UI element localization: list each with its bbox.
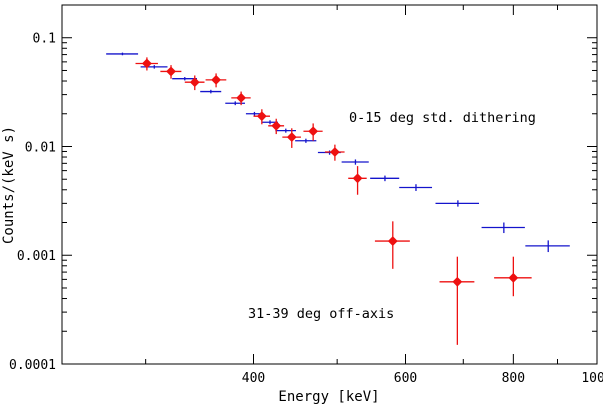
plot-frame [61, 4, 598, 365]
axis-ticks [62, 4, 598, 365]
data-point [439, 256, 475, 345]
y-axis-title: Counts/(keV s) [1, 126, 17, 244]
data-marker [286, 132, 297, 143]
x-tick-label: 600 [394, 371, 417, 386]
data-point [348, 166, 367, 195]
data-marker [141, 58, 152, 69]
y-tick-label: 0.1 [33, 32, 56, 47]
data-point [324, 144, 345, 161]
series-1 [135, 57, 532, 345]
data-point [525, 240, 570, 253]
data-point [225, 101, 245, 106]
data-point [268, 118, 285, 135]
data-point [200, 89, 222, 94]
y-tick-label: 0.01 [25, 140, 56, 155]
annotation-std-dithering: 0-15 deg std. dithering [349, 110, 536, 126]
data-point [481, 222, 525, 234]
data-marker [352, 173, 363, 184]
data-marker [452, 276, 463, 287]
x-axis-title: Energy [keV] [278, 389, 379, 405]
data-marker [189, 77, 200, 88]
data-point [184, 75, 205, 91]
y-tick-label: 0.0001 [9, 358, 56, 373]
data-point [231, 91, 251, 106]
data-point [303, 123, 323, 141]
data-point [282, 128, 301, 148]
data-marker [236, 92, 247, 103]
annotation-off-axis: 31-39 deg off-axis [248, 306, 394, 322]
data-marker [508, 272, 519, 283]
data-point [205, 73, 227, 88]
x-tick-label: 800 [502, 371, 525, 386]
data-marker [166, 66, 176, 77]
data-point [135, 57, 158, 71]
data-point [275, 128, 296, 133]
data-point [172, 77, 197, 81]
data-point [435, 200, 480, 207]
data-point [374, 221, 410, 269]
data-marker [256, 111, 267, 122]
data-series [106, 52, 570, 345]
data-marker [308, 126, 319, 137]
data-point [140, 65, 168, 69]
x-tick-label: 400 [242, 371, 265, 386]
data-point [494, 256, 532, 297]
data-point [253, 109, 271, 125]
data-point [106, 52, 139, 56]
data-marker [329, 147, 340, 157]
data-point [341, 159, 369, 165]
data-point [160, 65, 182, 79]
data-marker [271, 120, 282, 131]
data-point [370, 175, 400, 182]
data-marker [211, 74, 221, 85]
y-tick-label: 0.001 [17, 249, 56, 264]
data-marker [387, 236, 398, 246]
data-point [399, 184, 433, 191]
